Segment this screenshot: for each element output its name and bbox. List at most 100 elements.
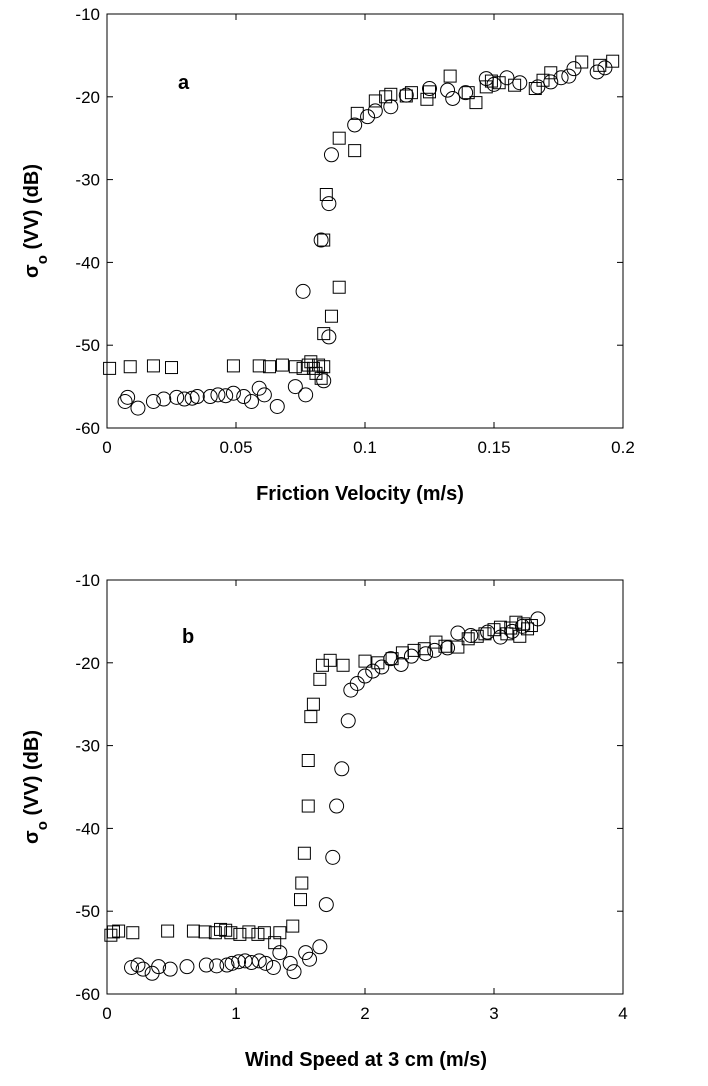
- circle-marker: [512, 75, 528, 91]
- circle-marker: [286, 964, 302, 980]
- circle-marker: [427, 642, 443, 658]
- circle-marker: [224, 955, 240, 971]
- circle-marker: [312, 939, 328, 955]
- y-tick-label: -60: [75, 985, 100, 1004]
- circle-marker: [393, 656, 409, 672]
- square-marker: [521, 622, 535, 636]
- circle-marker: [365, 663, 381, 679]
- square-marker: [429, 635, 443, 649]
- square-marker: [214, 922, 228, 936]
- square-marker: [219, 923, 233, 937]
- chart-panel-b: -60 -50 -40 -30 -20 -10 0 1 2 3 4 b Wind Speed at…: [21, 571, 628, 1071]
- circle-marker: [162, 961, 178, 977]
- square-marker: [371, 656, 385, 670]
- y-tick-label: -50: [75, 336, 100, 355]
- circle-marker: [486, 76, 502, 92]
- y-axis-label-rest: (VV) (dB): [21, 164, 43, 255]
- square-marker: [470, 629, 484, 643]
- square-marker: [301, 358, 315, 372]
- square-marker: [301, 754, 315, 768]
- circle-marker: [383, 99, 399, 115]
- circle-marker: [209, 958, 225, 974]
- square-marker: [275, 358, 289, 372]
- square-marker: [242, 925, 256, 939]
- square-marker: [508, 78, 522, 92]
- circle-marker: [298, 387, 314, 403]
- circle-marker: [117, 394, 133, 410]
- square-marker: [332, 280, 346, 294]
- y-axis-label-rest: (VV) (dB): [21, 730, 43, 821]
- circle-marker: [463, 627, 479, 643]
- x-tick-label: 3: [489, 1004, 498, 1023]
- circle-marker: [145, 394, 161, 410]
- circle-marker: [124, 960, 140, 976]
- circle-marker: [176, 391, 192, 407]
- circle-marker: [504, 623, 520, 639]
- circle-marker: [480, 624, 496, 640]
- square-marker: [423, 85, 436, 99]
- x-tick-label: 0: [102, 1004, 111, 1023]
- circle-marker: [169, 389, 185, 405]
- square-marker: [186, 924, 200, 938]
- data-points: [103, 54, 620, 416]
- square-marker: [294, 893, 307, 907]
- circle-marker: [403, 648, 419, 664]
- y-tick-label: -10: [75, 5, 100, 24]
- y-tick-label: -50: [75, 902, 100, 921]
- square-marker: [312, 358, 326, 372]
- circle-marker: [295, 283, 311, 299]
- square-marker: [332, 131, 346, 145]
- square-marker: [513, 629, 527, 643]
- y-tick-label: -60: [75, 419, 100, 438]
- circle-marker: [130, 400, 146, 416]
- circle-marker: [269, 398, 285, 414]
- circle-marker: [243, 394, 259, 410]
- square-marker: [319, 188, 333, 202]
- circle-marker: [258, 955, 274, 971]
- circle-marker: [589, 64, 605, 80]
- square-marker: [478, 627, 492, 641]
- circle-marker: [561, 68, 577, 84]
- y-axis-label-symbol: σ: [21, 264, 43, 278]
- x-tick-labels: 0 1 2 3 4: [102, 1004, 627, 1023]
- circle-marker: [553, 70, 569, 86]
- circle-marker: [231, 954, 247, 970]
- circle-marker: [179, 959, 195, 975]
- x-tick-label: 1: [231, 1004, 240, 1023]
- y-tick-labels: -60 -50 -40 -30 -20 -10: [75, 5, 100, 438]
- circle-marker: [357, 668, 373, 684]
- x-tick-labels: 0 0.05 0.1 0.15 0.2: [102, 438, 635, 457]
- circle-marker: [156, 391, 172, 407]
- y-tick-label: -20: [75, 654, 100, 673]
- square-marker: [443, 69, 457, 83]
- circle-marker: [135, 961, 151, 977]
- square-marker: [324, 309, 338, 323]
- square-marker: [233, 927, 247, 941]
- circle-marker: [478, 71, 494, 87]
- x-tick-label: 0.1: [353, 438, 377, 457]
- square-marker: [301, 799, 315, 813]
- square-marker: [420, 92, 434, 106]
- square-marker: [384, 87, 398, 101]
- panel-label: b: [182, 626, 194, 648]
- square-marker: [336, 658, 350, 672]
- circle-marker: [321, 196, 337, 212]
- y-tick-label: -30: [75, 171, 100, 190]
- circle-marker: [313, 232, 329, 248]
- circle-marker: [543, 74, 559, 90]
- square-marker: [286, 919, 300, 933]
- circle-marker: [236, 389, 252, 405]
- circle-marker: [325, 849, 341, 865]
- y-tick-label: -40: [75, 253, 100, 272]
- circle-marker: [360, 109, 376, 125]
- circle-marker: [445, 90, 461, 106]
- circle-marker: [398, 87, 414, 103]
- square-marker: [288, 360, 302, 374]
- circle-marker: [514, 618, 530, 634]
- square-marker: [104, 928, 118, 942]
- circle-marker: [318, 897, 334, 913]
- square-marker: [309, 366, 323, 380]
- x-tick-label: 0.15: [477, 438, 510, 457]
- square-marker: [575, 55, 589, 69]
